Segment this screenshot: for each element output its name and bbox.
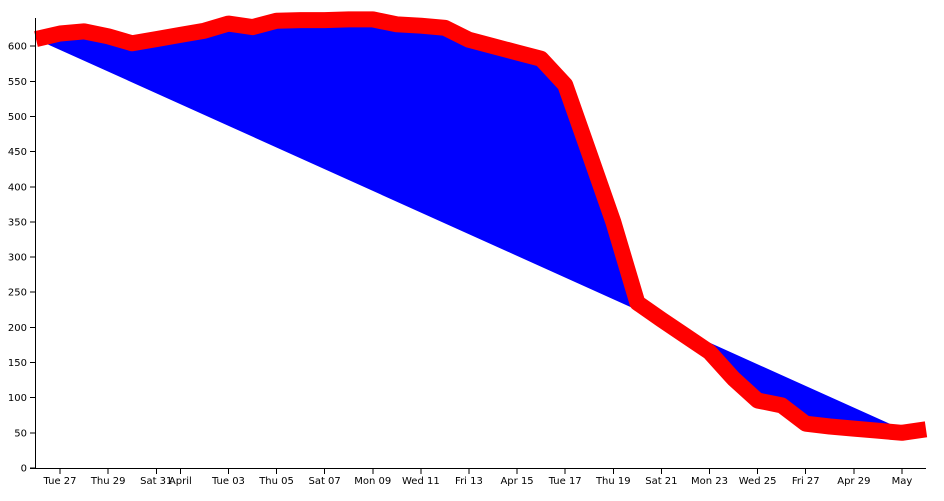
x-tick-label: Tue 17	[548, 476, 582, 487]
x-tick-label: Sat 31	[140, 476, 172, 487]
x-tick-label: Tue 27	[43, 476, 77, 487]
x-tick-label: Mon 09	[354, 476, 391, 487]
y-tick-label: 600	[8, 42, 27, 53]
y-tick-label: 250	[8, 288, 27, 299]
x-tick-label: Thu 05	[258, 476, 294, 487]
x-tick-label: Apr 29	[837, 476, 870, 487]
x-tick-label: Thu 19	[595, 476, 631, 487]
y-axis: 0 50 100 150 200 250 300 350 400 450 500 550 600	[8, 18, 36, 475]
y-tick-label: 400	[8, 182, 27, 193]
x-tick-label: Wed 11	[402, 476, 440, 487]
y-tick-label: 450	[8, 147, 27, 158]
area-fill-between-baseline-and-series	[36, 19, 926, 433]
y-tick-label: 150	[8, 358, 27, 369]
x-tick-label: Sat 21	[645, 476, 677, 487]
y-tick-label: 300	[8, 253, 27, 264]
plot-area	[34, 11, 928, 441]
y-tick-label: 100	[8, 393, 27, 404]
y-tick-label: 500	[8, 112, 27, 123]
y-tick-label: 200	[8, 323, 27, 334]
x-tick-label: Wed 25	[739, 476, 777, 487]
y-tick-label: 0	[21, 464, 27, 475]
x-tick-label: April	[169, 476, 192, 487]
x-tick-label: Tue 03	[211, 476, 245, 487]
x-tick-label: Sat 07	[308, 476, 340, 487]
x-tick-label: Fri 27	[792, 476, 820, 487]
series-line	[34, 11, 928, 441]
y-tick-label: 350	[8, 217, 27, 228]
x-tick-label: Fri 13	[455, 476, 483, 487]
y-tick-label: 50	[14, 428, 27, 439]
y-tick-label: 550	[8, 77, 27, 88]
x-tick-label: Mon 23	[691, 476, 728, 487]
x-tick-label: Thu 29	[90, 476, 126, 487]
x-tick-label: May	[892, 476, 913, 487]
x-tick-label: Apr 15	[500, 476, 533, 487]
